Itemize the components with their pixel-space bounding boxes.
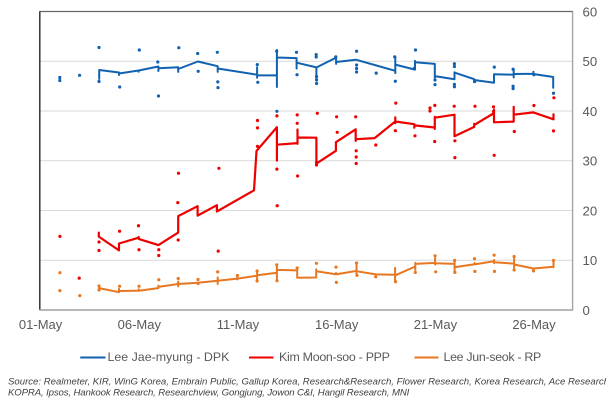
svg-text:30: 30 — [583, 154, 598, 169]
svg-text:11-May: 11-May — [217, 317, 260, 332]
svg-text:Source: Realmeter, KIR, WinG K: Source: Realmeter, KIR, WinG Korea, Embr… — [8, 376, 606, 387]
svg-text:40: 40 — [583, 104, 598, 119]
svg-text:60: 60 — [583, 4, 598, 19]
svg-text:21-May: 21-May — [414, 317, 458, 332]
svg-text:20: 20 — [583, 203, 598, 218]
svg-text:0: 0 — [583, 303, 590, 318]
svg-text:16-May: 16-May — [315, 317, 359, 332]
svg-text:Lee Jun-seok - RP: Lee Jun-seok - RP — [444, 350, 542, 364]
svg-text:Kim Moon-soo - PPP: Kim Moon-soo - PPP — [279, 350, 390, 364]
svg-text:26-May: 26-May — [512, 317, 556, 332]
svg-text:50: 50 — [583, 54, 598, 69]
svg-text:KOPRA, Ipsos, Hankook Research: KOPRA, Ipsos, Hankook Research, Research… — [8, 388, 410, 399]
svg-text:06-May: 06-May — [118, 317, 162, 332]
svg-text:Lee Jae-myung - DPK: Lee Jae-myung - DPK — [108, 350, 231, 364]
svg-text:01-May: 01-May — [19, 317, 63, 332]
svg-text:10: 10 — [583, 253, 598, 268]
